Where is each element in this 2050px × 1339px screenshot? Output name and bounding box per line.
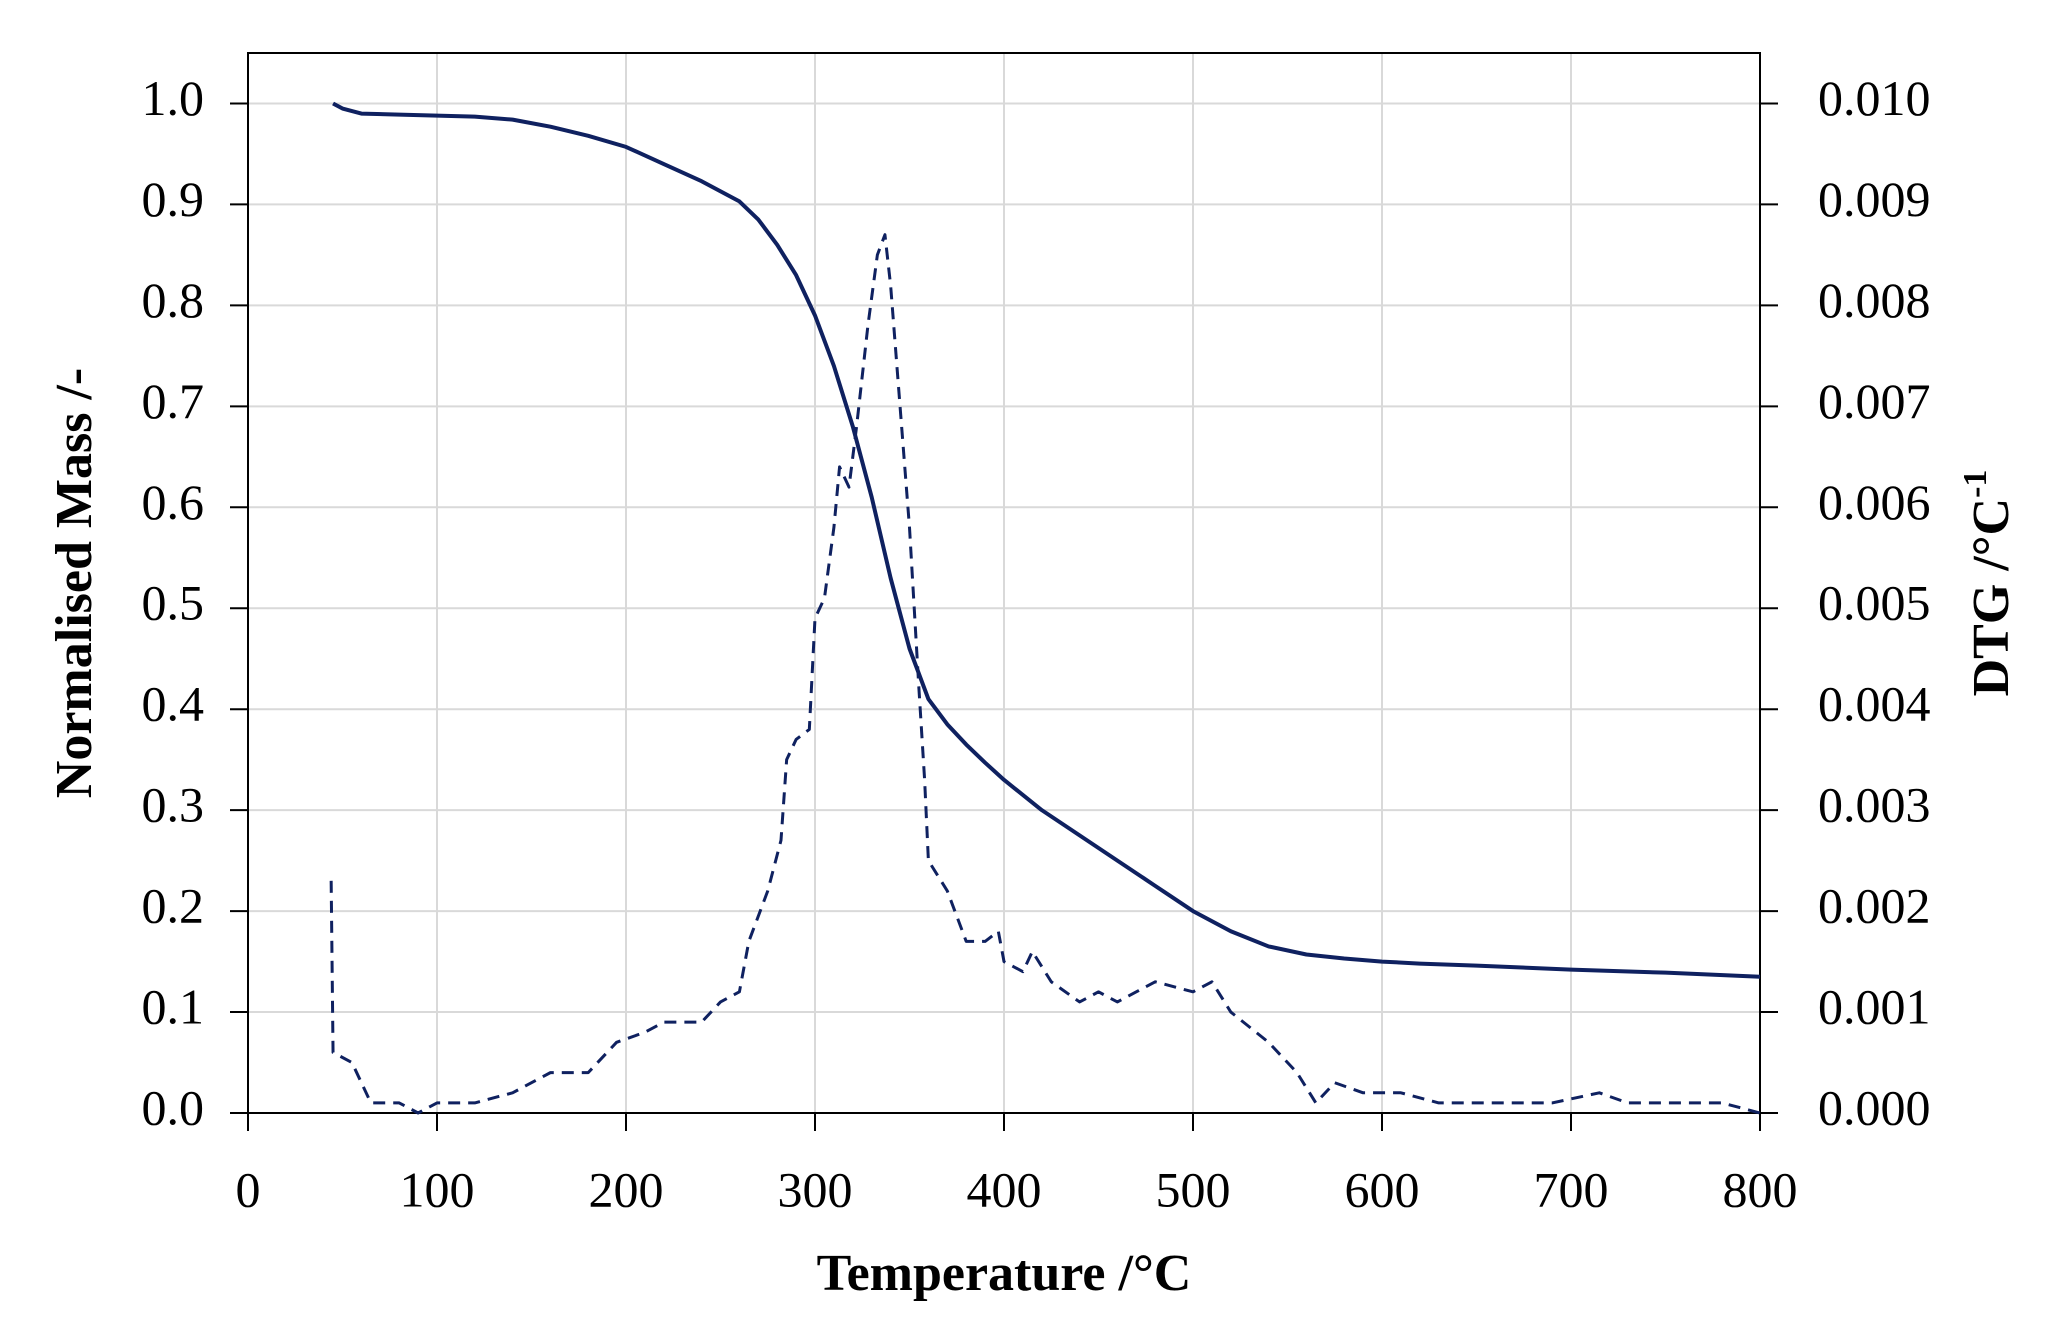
y2-axis-title-sup: -1	[1957, 470, 1994, 498]
data-line	[329, 233, 1761, 1115]
y2-tick-label: 0.005	[1818, 575, 1931, 631]
y-axis-title: Normalised Mass /-	[46, 368, 103, 798]
y2-tick-label: 0.003	[1818, 777, 1931, 833]
plot-frame	[247, 52, 1761, 1114]
y-tick-label: 0.1	[142, 979, 205, 1035]
y-tick-label: 0.8	[142, 272, 205, 328]
y2-tick-label: 0.004	[1818, 676, 1931, 732]
y2-axis-title: DTG /°C-1	[1957, 470, 2020, 697]
y2-tick-label: 0.010	[1818, 70, 1931, 126]
y2-axis-title-main: DTG /°C	[1963, 498, 2020, 696]
y2-tick-label: 0.006	[1818, 474, 1931, 530]
y2-tick-label: 0.000	[1818, 1079, 1931, 1135]
y-tick-label: 0.0	[142, 1079, 205, 1135]
y2-tick-label: 0.009	[1818, 171, 1931, 227]
x-tick-label: 100	[400, 1161, 475, 1217]
y2-tick-label: 0.008	[1818, 272, 1931, 328]
data-line	[332, 101, 1761, 979]
y-tick-label: 0.4	[142, 676, 205, 732]
x-tick-label: 500	[1156, 1161, 1231, 1217]
y-tick-label: 0.9	[142, 171, 205, 227]
x-axis-title: Temperature /°C	[817, 1245, 1192, 1302]
y-tick-label: 0.5	[142, 575, 205, 631]
x-tick-label: 700	[1534, 1161, 1609, 1217]
y2-tick-label: 0.007	[1818, 373, 1931, 429]
y-tick-label: 0.6	[142, 474, 205, 530]
y2-tick-label: 0.001	[1818, 979, 1931, 1035]
y-tick-label: 0.3	[142, 777, 205, 833]
y2-tick-label: 0.002	[1818, 878, 1931, 934]
x-tick-label: 300	[778, 1161, 853, 1217]
x-tick-label: 200	[589, 1161, 664, 1217]
x-tick-label: 800	[1723, 1161, 1798, 1217]
y-tick-label: 1.0	[142, 70, 205, 126]
y-tick-label: 0.2	[142, 878, 205, 934]
y-tick-label: 0.7	[142, 373, 205, 429]
x-tick-label: 600	[1345, 1161, 1420, 1217]
x-tick-label: 0	[236, 1161, 261, 1217]
x-tick-label: 400	[967, 1161, 1042, 1217]
